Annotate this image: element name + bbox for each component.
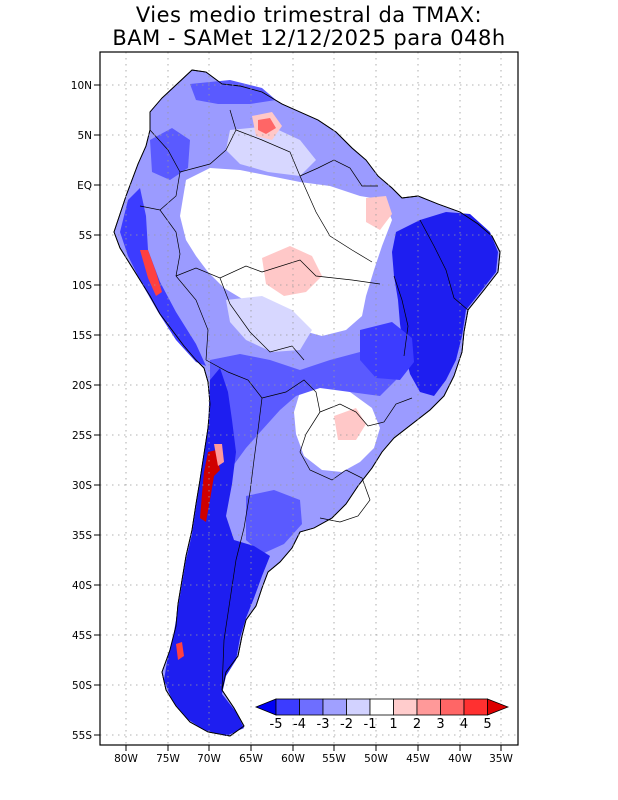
colorbar-label-6: 2 bbox=[413, 717, 421, 732]
colorbar-swatch-1 bbox=[299, 698, 324, 716]
map-frame bbox=[99, 51, 519, 746]
colorbar-label-7: 3 bbox=[436, 717, 444, 732]
red-streak-chile bbox=[200, 450, 220, 522]
country-borders bbox=[139, 109, 469, 691]
lat-label-40s: 40S bbox=[72, 580, 92, 592]
lon-label-60w: 60W bbox=[281, 753, 305, 765]
pink-patch-south bbox=[334, 408, 366, 440]
mid-blue-band-central bbox=[196, 352, 396, 540]
lat-lon-grid bbox=[100, 52, 518, 745]
lat-label-15s: 15S bbox=[72, 330, 92, 342]
colorbar-label-2: -3 bbox=[317, 717, 330, 732]
colorbar-label-8: 4 bbox=[460, 717, 468, 732]
mid-blue-patch-argentina bbox=[246, 490, 302, 554]
lon-label-50w: 50W bbox=[364, 753, 388, 765]
lat-label-30s: 30S bbox=[72, 480, 92, 492]
pink-patch-central bbox=[262, 246, 322, 296]
colorbar-swatch-7 bbox=[440, 698, 465, 716]
strong-blue-central-brazil bbox=[360, 322, 414, 380]
colorbar-label-0: -5 bbox=[270, 717, 283, 732]
lat-label-eq: EQ bbox=[77, 180, 92, 192]
lon-label-75w: 75W bbox=[156, 753, 180, 765]
colorbar-swatch-4 bbox=[369, 698, 394, 716]
strong-blue-southern-cone bbox=[164, 368, 270, 736]
colorbar-high-arrow bbox=[487, 698, 510, 716]
colorbar-label-1: -4 bbox=[293, 717, 306, 732]
colorbar-swatch-8 bbox=[463, 698, 488, 716]
red-patch-venezuela bbox=[258, 118, 276, 134]
colorbar: -5 -4 -3 -2 -1 1 2 3 4 5 bbox=[254, 698, 510, 732]
colorbar-swatch-6 bbox=[416, 698, 441, 716]
red-spot-patagonia bbox=[176, 642, 184, 660]
lat-label-5n: 5N bbox=[77, 130, 92, 142]
map-title-line-2: BAM - SAMet 12/12/2025 para 048h bbox=[112, 26, 506, 50]
colorbar-swatch-0 bbox=[275, 698, 300, 716]
colorbar-swatch-3 bbox=[346, 698, 371, 716]
lat-label-20s: 20S bbox=[72, 380, 92, 392]
pink-patch-amapa bbox=[366, 196, 392, 230]
lat-axis bbox=[94, 84, 100, 736]
colorbar-label-3: -2 bbox=[340, 717, 353, 732]
strong-blue-northeast-brazil bbox=[392, 212, 498, 396]
lat-label-45s: 45S bbox=[72, 630, 92, 642]
map-title-line-1: Vies medio trimestral da TMAX: bbox=[135, 3, 483, 27]
colorbar-label-5: 1 bbox=[389, 717, 397, 732]
lat-label-50s: 50S bbox=[72, 680, 92, 692]
lat-label-25s: 25S bbox=[72, 430, 92, 442]
colorbar-label-9: 5 bbox=[483, 717, 491, 732]
coastline-outline bbox=[113, 69, 501, 737]
colorbar-label-4: -1 bbox=[364, 717, 377, 732]
colorbar-swatch-5 bbox=[393, 698, 418, 716]
lat-label-55s: 55S bbox=[72, 730, 92, 742]
lon-label-35w: 35W bbox=[489, 753, 513, 765]
lat-label-10s: 10S bbox=[72, 280, 92, 292]
lon-label-70w: 70W bbox=[197, 753, 221, 765]
strong-blue-andes-strip bbox=[120, 188, 206, 366]
light-blue-patch-bolivia bbox=[226, 296, 312, 352]
lat-label-35s: 35S bbox=[72, 530, 92, 542]
lon-label-40w: 40W bbox=[448, 753, 472, 765]
lon-label-55w: 55W bbox=[322, 753, 346, 765]
light-blue-patch-guianas bbox=[226, 126, 316, 176]
lat-label-10n: 10N bbox=[71, 80, 92, 92]
red-streak-peru bbox=[140, 250, 162, 296]
lon-label-65w: 65W bbox=[239, 753, 263, 765]
lon-label-45w: 45W bbox=[406, 753, 430, 765]
mid-blue-patch-north bbox=[190, 80, 276, 104]
lon-label-80w: 80W bbox=[114, 753, 138, 765]
lon-axis bbox=[125, 745, 502, 751]
colorbar-swatch-2 bbox=[322, 698, 347, 716]
lat-label-5s: 5S bbox=[79, 230, 93, 242]
pink-streak-chile bbox=[214, 444, 224, 466]
